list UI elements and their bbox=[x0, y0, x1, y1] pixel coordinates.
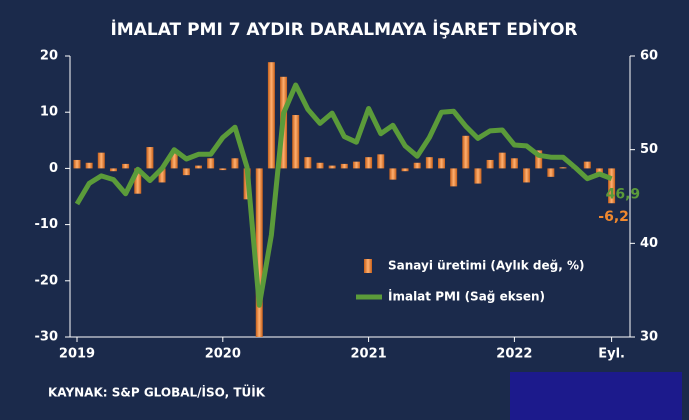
bar bbox=[304, 157, 312, 169]
bar bbox=[559, 167, 567, 169]
bar bbox=[267, 62, 275, 169]
bar bbox=[438, 158, 445, 169]
x-tick-label: Eyl. bbox=[598, 347, 625, 362]
bar bbox=[583, 161, 591, 169]
x-tick-label: 2019 bbox=[59, 347, 95, 362]
bar bbox=[510, 158, 518, 169]
bar bbox=[158, 168, 166, 183]
bar bbox=[389, 168, 397, 180]
bar bbox=[122, 163, 130, 169]
y2-tick-label: 60 bbox=[640, 49, 658, 64]
bar bbox=[316, 162, 324, 169]
bar bbox=[401, 168, 409, 172]
y-tick-label: -10 bbox=[35, 217, 59, 232]
legend-label: İmalat PMI (Sağ eksen) bbox=[388, 289, 545, 304]
y2-tick-label: 30 bbox=[640, 330, 658, 345]
bar bbox=[146, 147, 154, 169]
bar bbox=[413, 162, 421, 169]
bar bbox=[219, 168, 227, 171]
x-tick-label: 2020 bbox=[205, 347, 241, 362]
bar bbox=[377, 154, 385, 169]
y-tick-label: 20 bbox=[40, 49, 58, 64]
legend-label: Sanayi üretimi (Aylık değ, %) bbox=[388, 259, 584, 273]
bar bbox=[182, 168, 190, 176]
bar bbox=[292, 115, 300, 169]
bar bbox=[195, 165, 202, 169]
source: KAYNAK: S&P GLOBAL/İSO, TÜİK bbox=[48, 385, 266, 400]
bar bbox=[134, 168, 142, 194]
bar bbox=[85, 162, 93, 169]
bar bbox=[608, 168, 616, 204]
y2-tick-label: 50 bbox=[640, 142, 658, 157]
line bbox=[74, 82, 613, 308]
bar bbox=[523, 168, 531, 183]
y-tick-label: 0 bbox=[49, 161, 58, 176]
bar bbox=[340, 163, 348, 169]
y-tick-label: -30 bbox=[35, 330, 59, 345]
bar bbox=[535, 150, 543, 169]
bar bbox=[73, 159, 81, 169]
bar bbox=[231, 158, 239, 169]
chart-title: İMALAT PMI 7 AYDIR DARALMAYA İŞARET EDİY… bbox=[110, 18, 577, 40]
x-tick-label: 2021 bbox=[351, 347, 387, 362]
bar bbox=[425, 157, 433, 169]
bar bbox=[170, 151, 178, 169]
bar bbox=[207, 158, 215, 169]
bar bbox=[365, 157, 373, 169]
value-label: 46,9 bbox=[606, 187, 641, 203]
x-tick-label: 2022 bbox=[496, 347, 532, 362]
y-tick-label: 10 bbox=[40, 105, 58, 120]
bar bbox=[109, 168, 117, 172]
y2-tick-label: 40 bbox=[640, 236, 658, 251]
bar bbox=[486, 159, 494, 169]
value-label: -6,2 bbox=[598, 209, 629, 225]
bar bbox=[474, 168, 482, 184]
y-tick-label: -20 bbox=[35, 273, 59, 288]
bar bbox=[450, 168, 458, 187]
bar bbox=[595, 168, 603, 173]
legend-swatch bbox=[364, 259, 372, 273]
bar bbox=[97, 152, 105, 169]
bar bbox=[547, 168, 555, 177]
bar bbox=[255, 168, 263, 337]
bar bbox=[498, 152, 506, 169]
bar bbox=[328, 165, 336, 169]
bar bbox=[352, 161, 360, 169]
logo-cover bbox=[510, 372, 682, 420]
bar bbox=[462, 135, 470, 169]
